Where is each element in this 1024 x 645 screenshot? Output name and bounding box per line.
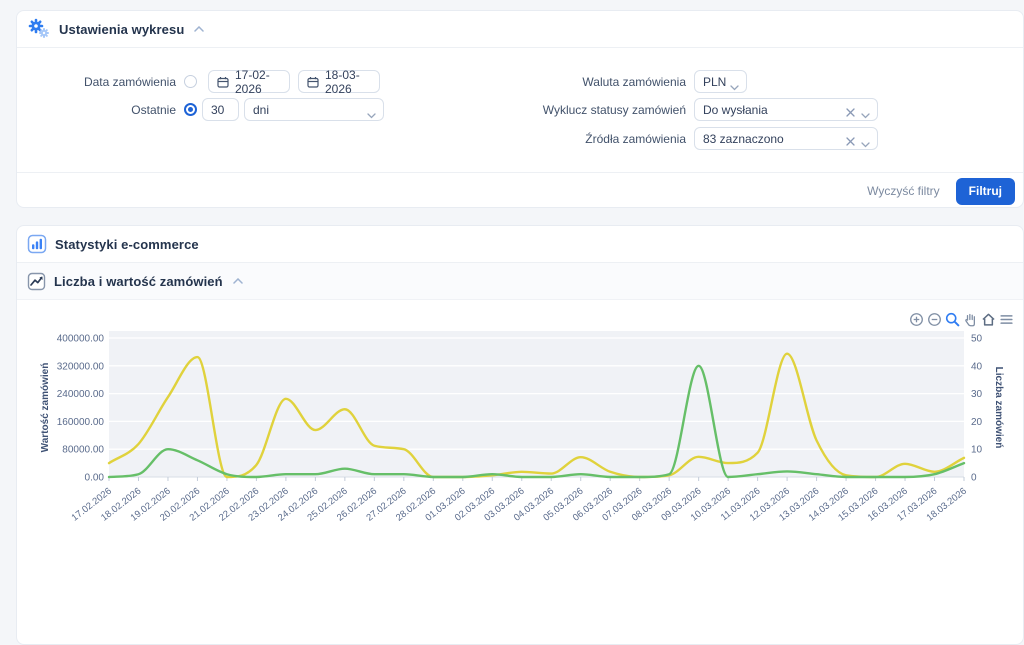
order-date-label: Data zamówienia (83, 74, 176, 89)
orders-chart: 0.00 0 80000.00 10 160000.00 20 240000.00 30 320… (17, 300, 1023, 539)
order-date-radio[interactable] (184, 75, 197, 88)
ecommerce-stats-panel: Statystyki e-commerce Liczba i wartość z… (16, 225, 1024, 645)
chevron-down-icon (367, 108, 376, 122)
menu-icon[interactable] (999, 312, 1014, 327)
chevron-down-icon (861, 137, 870, 151)
left-axis-tick: 320000.00 (57, 361, 105, 372)
right-axis-tick: 0 (971, 473, 977, 484)
right-axis-tick: 10 (971, 445, 983, 456)
count-series-line (107, 364, 966, 479)
home-icon[interactable] (981, 312, 996, 327)
x-axis-labels: 17.02.202618.02.202619.02.202620.02.2026… (70, 477, 969, 524)
zoom-select-icon[interactable] (945, 312, 960, 327)
last-unit-value: dni (253, 102, 270, 117)
ecommerce-stats-title: Statystyki e-commerce (55, 236, 199, 252)
last-radio[interactable] (184, 103, 197, 116)
exclude-statuses-value: Do wysłania (703, 102, 768, 117)
right-axis-tick: 20 (971, 417, 983, 428)
gears-icon (27, 18, 51, 40)
exclude-statuses-select[interactable]: Do wysłania (694, 98, 878, 121)
plot-area (109, 331, 964, 477)
value-series-line (107, 352, 966, 479)
right-axis-title: Liczba zamówień (993, 367, 1004, 449)
currency-value: PLN (703, 74, 727, 89)
last-unit-select[interactable]: dni (244, 98, 384, 121)
gridlines (109, 337, 964, 450)
currency-label: Waluta zamówienia (582, 74, 686, 89)
clear-x-icon[interactable] (846, 135, 855, 149)
pan-hand-icon[interactable] (963, 312, 978, 327)
left-axis-tick: 240000.00 (57, 389, 105, 400)
zoom-out-icon[interactable] (927, 312, 942, 327)
date-to-input[interactable]: 18-03-2026 (298, 67, 380, 96)
left-axis-tick: 0.00 (85, 473, 105, 484)
orders-chart-svg: 0.00 0 80000.00 10 160000.00 20 240000.00 30 320… (40, 331, 1004, 524)
date-to-value: 18-03-2026 (325, 67, 360, 96)
sources-select[interactable]: 83 zaznaczono (694, 127, 878, 150)
clear-x-icon[interactable] (846, 106, 855, 120)
bar-chart-icon (27, 234, 47, 254)
orders-chart-section-header[interactable]: Liczba i wartość zamówień (17, 263, 1023, 300)
sources-label: Źródła zamówienia (585, 131, 686, 146)
chart-settings-title: Ustawienia wykresu (59, 21, 185, 37)
chevron-down-icon (730, 80, 739, 94)
chart-modebar (909, 312, 1014, 327)
currency-select[interactable]: PLN (694, 70, 747, 93)
collapse-chevron-up-icon[interactable] (232, 278, 243, 284)
right-axis-tick: 40 (971, 361, 983, 372)
chart-settings-panel: Ustawienia wykresu Data zamówienia 17- (16, 10, 1024, 208)
chart-settings-header: Ustawienia wykresu (17, 11, 1023, 48)
orders-chart-section-title: Liczba i wartość zamówień (54, 273, 223, 289)
chevron-down-icon (861, 108, 870, 122)
date-from-input[interactable]: 17-02-2026 (208, 67, 290, 96)
left-axis-tick: 400000.00 (57, 334, 105, 345)
left-axis-title: Wartość zamówień (40, 363, 51, 453)
left-axis-tick: 160000.00 (57, 417, 105, 428)
clear-filters-button[interactable]: Wyczyść filtry (867, 184, 940, 198)
calendar-icon (307, 76, 319, 88)
zoom-in-icon[interactable] (909, 312, 924, 327)
filter-button[interactable]: Filtruj (955, 177, 1015, 205)
collapse-chevron-up-icon[interactable] (194, 26, 205, 32)
filters-body: Data zamówienia 17-02-2026 (17, 48, 1023, 172)
last-value-input[interactable] (202, 98, 239, 121)
date-from-value: 17-02-2026 (235, 67, 270, 96)
right-axis-tick: 30 (971, 389, 983, 400)
right-axis-tick: 50 (971, 334, 983, 345)
calendar-icon (217, 76, 229, 88)
exclude-statuses-label: Wyklucz statusy zamówień (542, 102, 686, 117)
trend-line-icon (27, 272, 46, 291)
last-label: Ostatnie (131, 102, 176, 117)
left-axis-tick: 80000.00 (62, 445, 104, 456)
ecommerce-stats-header: Statystyki e-commerce (17, 226, 1023, 263)
filters-footer: Wyczyść filtry Filtruj (17, 172, 1023, 209)
sources-value: 83 zaznaczono (703, 131, 784, 146)
